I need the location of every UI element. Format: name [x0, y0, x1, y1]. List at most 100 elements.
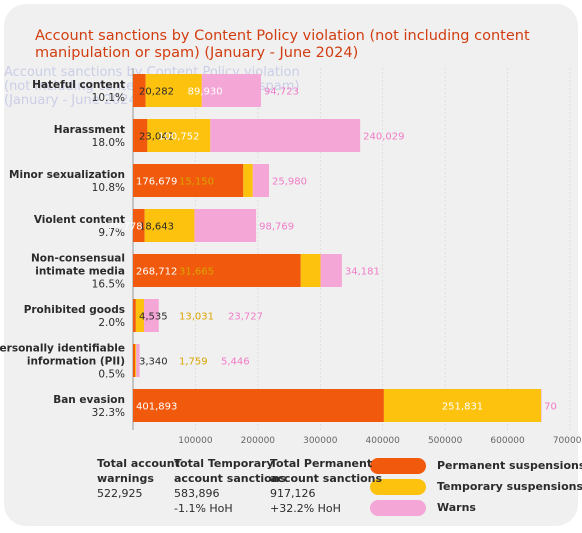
stat-label: Total Permanent account sanctions	[270, 457, 383, 485]
bar-permanent	[133, 344, 136, 377]
category-name: Violent content	[34, 214, 125, 226]
value-label-warns: 240,029	[363, 132, 404, 143]
x-tick-label: 500000	[428, 436, 463, 446]
stat-value: 917,126	[270, 487, 316, 500]
category-name: intimate media	[35, 266, 125, 278]
category-share: 9.7%	[98, 227, 125, 239]
value-label-warns: 34,181	[345, 267, 380, 278]
category-share: 18.0%	[92, 137, 125, 149]
value-label-permanent: 20,282	[139, 87, 174, 98]
category-label: Harassment 18.0%	[54, 124, 125, 149]
category-label: Personally identifiable information (PII)…	[0, 343, 125, 381]
x-tick-label: 600000	[490, 436, 525, 446]
bar-warns	[201, 74, 261, 107]
bar-warns	[194, 209, 257, 242]
value-label-temporary: 31,665	[179, 267, 214, 278]
category-share: 16.5%	[92, 279, 125, 291]
category-name: Prohibited goods	[24, 304, 125, 316]
value-label-temporary: 251,831	[442, 402, 483, 413]
stat-total-warnings: Total account warnings 522,925	[97, 456, 180, 501]
x-tick-label: 400000	[366, 436, 401, 446]
value-label-permanent: 18,643	[139, 222, 174, 233]
bar-warns	[320, 254, 342, 287]
bar-permanent	[133, 299, 136, 332]
x-tick-label: 700000	[553, 436, 582, 446]
bar-warns	[210, 119, 361, 152]
value-label-permanent: 268,712	[136, 267, 177, 278]
bar-temporary	[135, 344, 137, 377]
x-tick-label: 200000	[241, 436, 276, 446]
stat-label: Total Temporary account sanctions	[174, 457, 287, 485]
bar-temporary	[147, 119, 211, 152]
stat-label: Total account warnings	[97, 457, 180, 485]
stat-change: +32.2% HoH	[270, 502, 341, 515]
bar-temporary	[135, 299, 144, 332]
category-label: Violent content 9.7%	[34, 214, 125, 239]
bar-warns	[252, 164, 269, 197]
value-label-permanent: 401,893	[136, 402, 177, 413]
legend-swatch-temporary	[370, 479, 426, 495]
category-share: 2.0%	[98, 317, 125, 329]
bar-temporary	[243, 164, 253, 197]
value-label-temporary: 13,031	[179, 312, 214, 323]
stat-total-permanent: Total Permanent account sanctions 917,12…	[270, 456, 382, 516]
value-label-permanent: 176,679	[136, 177, 177, 188]
value-label-temporary: 1,759	[179, 357, 208, 368]
bar-permanent	[133, 164, 244, 197]
stat-value: 522,925	[97, 487, 143, 500]
bar-temporary	[383, 389, 542, 422]
bar-permanent	[133, 389, 384, 422]
x-tick-label: 300000	[303, 436, 338, 446]
bar-warns	[136, 344, 140, 377]
bar-temporary	[145, 74, 202, 107]
chart-title: Account sanctions by Content Policy viol…	[35, 28, 530, 61]
stat-change: -1.1% HoH	[174, 502, 233, 515]
category-label: Prohibited goods 2.0%	[24, 304, 125, 329]
category-label: Minor sexualization 10.8%	[9, 169, 125, 194]
legend-swatch-permanent	[370, 458, 426, 474]
legend-label-warns: Warns	[437, 501, 476, 514]
category-label: Non-consensual intimate media 16.5%	[31, 253, 125, 291]
stat-total-temporary: Total Temporary account sanctions 583,89…	[174, 456, 286, 516]
category-share: 32.3%	[92, 407, 125, 419]
category-name: information (PII)	[27, 356, 125, 368]
category-name: Hateful content	[32, 79, 125, 91]
value-label-temporary: 100,752	[158, 132, 199, 143]
bar-temporary	[144, 209, 195, 242]
value-label-permanent: 23,042	[139, 132, 174, 143]
category-name: Harassment	[54, 124, 125, 136]
bar-warns	[143, 299, 159, 332]
category-name: Non-consensual	[31, 253, 125, 265]
category-share: 10.1%	[92, 92, 125, 104]
value-label-warns: 70	[544, 402, 557, 413]
legend-label-temporary: Temporary suspensions	[437, 480, 582, 493]
x-tick-label: 100000	[178, 436, 213, 446]
legend-swatch-warns	[370, 500, 426, 516]
value-label-temporary: 15,150	[179, 177, 214, 188]
category-label: Ban evasion 32.3%	[53, 394, 125, 419]
value-label-temporary: 79,778	[108, 222, 143, 233]
category-label: Hateful content 10.1%	[32, 79, 125, 104]
value-label-warns: 5,446	[221, 357, 250, 368]
category-name: Minor sexualization	[9, 169, 125, 181]
value-label-permanent: 4,535	[139, 312, 168, 323]
value-label-warns: 23,727	[228, 312, 263, 323]
category-name: Personally identifiable	[0, 343, 125, 355]
value-label-permanent: 3,340	[139, 357, 168, 368]
bar-permanent	[133, 119, 148, 152]
category-share: 10.8%	[92, 182, 125, 194]
stat-value: 583,896	[174, 487, 220, 500]
category-name: Ban evasion	[53, 394, 125, 406]
bar-permanent	[133, 254, 301, 287]
value-label-temporary: 89,930	[188, 87, 223, 98]
bar-permanent	[133, 74, 146, 107]
bar-warns	[541, 389, 542, 422]
bar-permanent	[133, 209, 145, 242]
value-label-warns: 94,723	[264, 87, 299, 98]
legend-label-permanent: Permanent suspensions	[437, 459, 582, 472]
value-label-warns: 98,769	[259, 222, 294, 233]
category-share: 0.5%	[98, 369, 125, 381]
value-label-warns: 25,980	[272, 177, 307, 188]
bar-temporary	[300, 254, 321, 287]
